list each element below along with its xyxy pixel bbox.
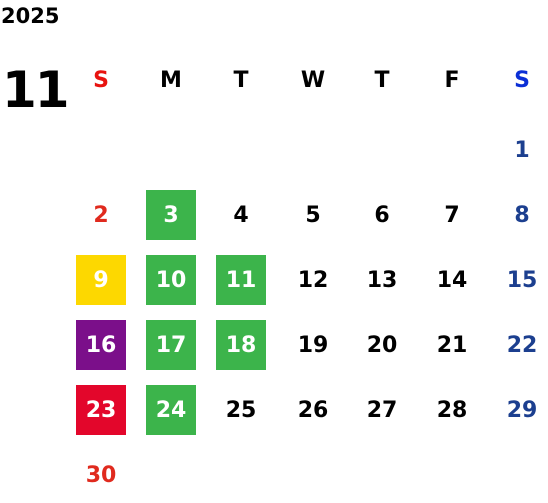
highlighted-day: 24	[146, 385, 196, 435]
weekday-header: T	[374, 67, 390, 93]
day: 6	[374, 202, 390, 228]
month: 11	[2, 61, 70, 119]
day: 30	[85, 462, 117, 488]
weekday-header: S	[514, 67, 530, 93]
day: 4	[233, 202, 249, 228]
day: 20	[366, 332, 398, 358]
day: 8	[514, 202, 530, 228]
day: 22	[506, 332, 538, 358]
year: 2025	[1, 4, 60, 28]
day: 13	[366, 267, 398, 293]
day: 12	[297, 267, 329, 293]
day: 19	[297, 332, 329, 358]
highlighted-day: 11	[216, 255, 266, 305]
highlighted-day: 9	[76, 255, 126, 305]
day: 28	[436, 397, 468, 423]
highlighted-day: 3	[146, 190, 196, 240]
highlighted-day: 17	[146, 320, 196, 370]
day: 7	[444, 202, 460, 228]
day: 27	[366, 397, 398, 423]
day: 29	[506, 397, 538, 423]
weekday-header: T	[233, 67, 249, 93]
weekday-header: S	[93, 67, 109, 93]
weekday-header: F	[444, 67, 460, 93]
day: 15	[506, 267, 538, 293]
day: 26	[297, 397, 329, 423]
day: 25	[225, 397, 257, 423]
day: 5	[305, 202, 321, 228]
day: 21	[436, 332, 468, 358]
highlighted-day: 16	[76, 320, 126, 370]
highlighted-day: 18	[216, 320, 266, 370]
highlighted-day: 10	[146, 255, 196, 305]
day: 14	[436, 267, 468, 293]
day: 2	[93, 202, 109, 228]
day: 1	[514, 137, 530, 163]
weekday-header: M	[160, 67, 182, 93]
highlighted-day: 23	[76, 385, 126, 435]
weekday-header: W	[300, 67, 326, 93]
